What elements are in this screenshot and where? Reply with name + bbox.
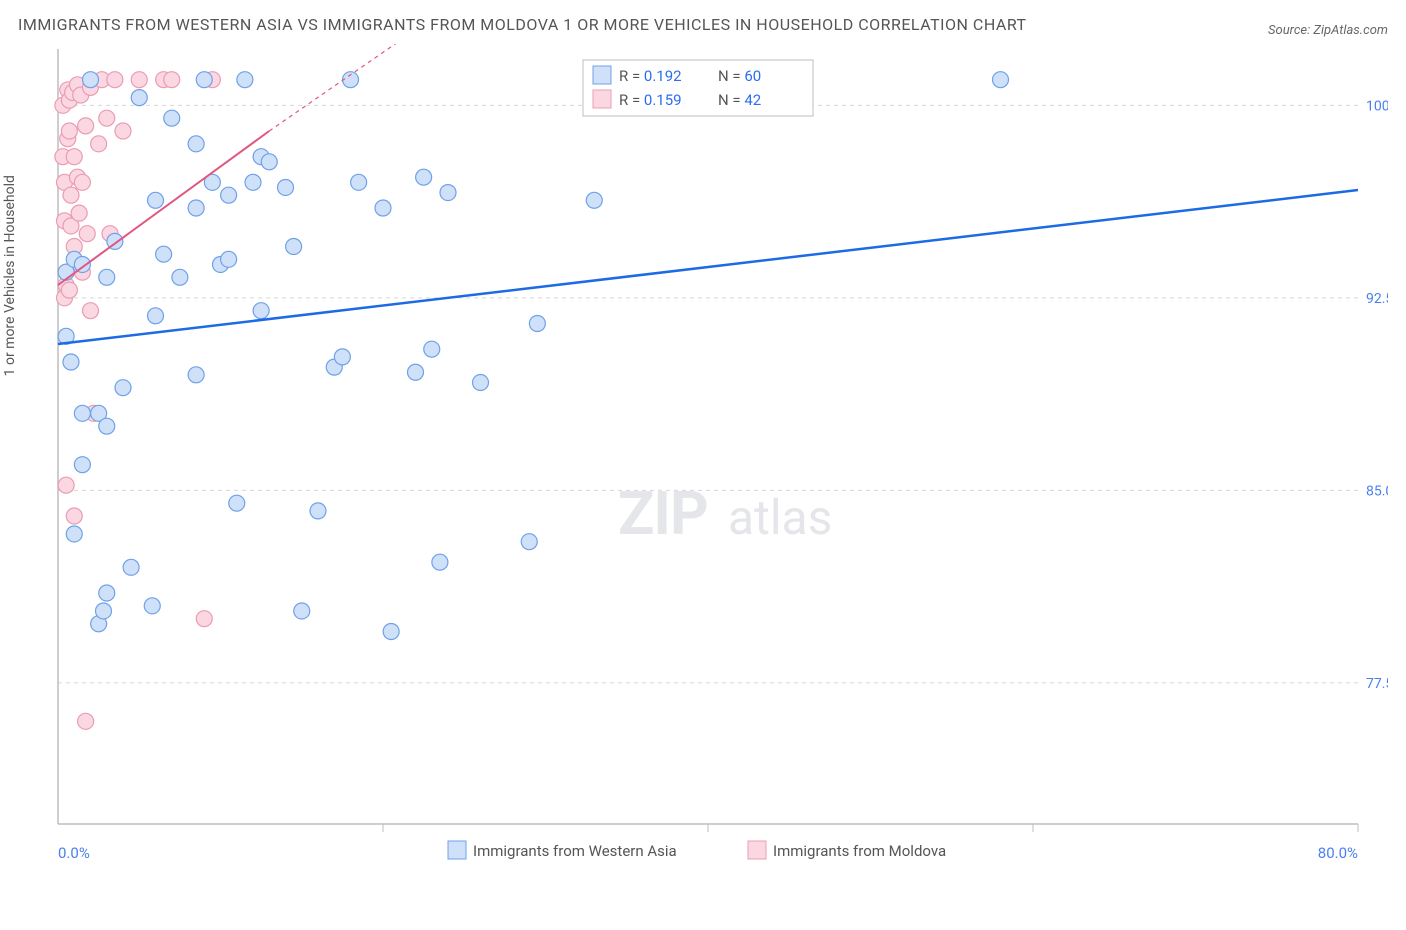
svg-text:0.0%: 0.0%: [58, 844, 90, 862]
scatter-chart: 77.5% 85.0% 92.5% 100.0% ZIP atlas R = 0.192 N …: [18, 44, 1388, 894]
svg-text:100.0%: 100.0%: [1366, 98, 1388, 114]
source-label: Source: ZipAtlas.com: [1268, 23, 1388, 38]
svg-text:N = 42: N = 42: [718, 91, 761, 109]
svg-text:N = 60: N = 60: [718, 67, 761, 85]
chart-title: IMMIGRANTS FROM WESTERN ASIA VS IMMIGRAN…: [18, 12, 1027, 38]
y-axis-label: 1 or more Vehicles in Household: [2, 175, 18, 376]
svg-text:Immigrants from Western Asia: Immigrants from Western Asia: [473, 842, 677, 860]
svg-text:atlas: atlas: [728, 489, 832, 546]
svg-text:ZIP: ZIP: [618, 478, 708, 549]
svg-text:Immigrants from Moldova: Immigrants from Moldova: [773, 842, 946, 860]
svg-text:85.0%: 85.0%: [1366, 483, 1388, 499]
svg-text:77.5%: 77.5%: [1366, 675, 1388, 691]
svg-text:92.5%: 92.5%: [1366, 290, 1388, 306]
svg-text:R = 0.159: R = 0.159: [619, 91, 682, 109]
chart-container: 1 or more Vehicles in Household 77.5%85.…: [18, 44, 1388, 894]
svg-text:80.0%: 80.0%: [1318, 844, 1358, 862]
svg-text:R = 0.192: R = 0.192: [619, 67, 682, 85]
